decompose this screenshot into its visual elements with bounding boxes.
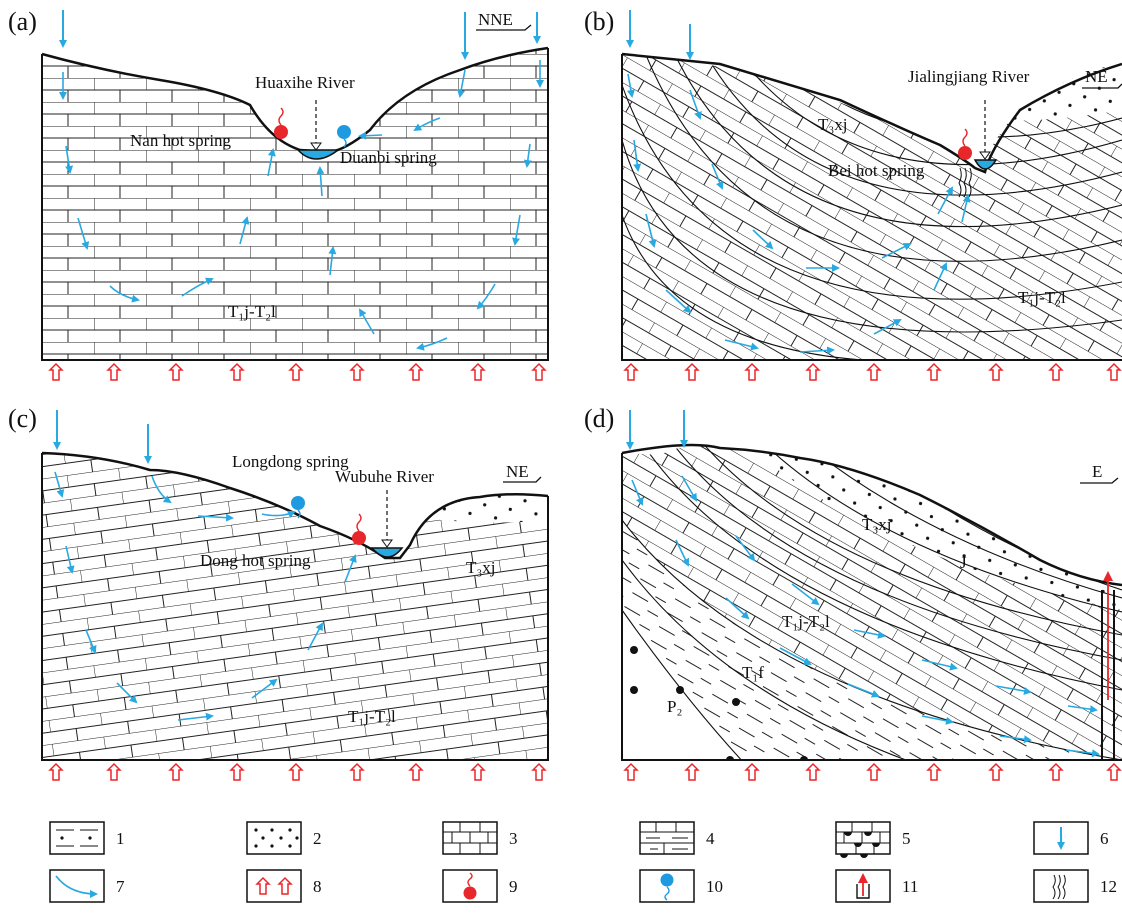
legend-number-10: 10	[706, 877, 723, 896]
panel-d-recharge-arrows	[626, 410, 688, 450]
panel-a-recharge-arrows	[59, 10, 541, 60]
legend-item-7: 7	[49, 869, 125, 903]
panel-b-upper-strata-label: T₃xj	[818, 115, 848, 134]
legend-item-1: 1	[49, 821, 125, 855]
panel-c-direction: NE	[506, 462, 529, 481]
panel-b: (b) NE Jialingjiang River Bei hot spring…	[584, 7, 1122, 381]
legend-item-9: 9	[442, 869, 518, 903]
panel-c-recharge-arrows	[53, 410, 152, 464]
legend-number-3: 3	[509, 829, 518, 848]
bei-hot-spring-label: Bei hot spring	[828, 161, 925, 180]
sandy-mudstone-icon	[49, 821, 105, 855]
panel-c-heat-flow-arrows	[48, 762, 547, 781]
panel-d-upper-strata-label: T₃xj	[862, 515, 892, 534]
legend-number-4: 4	[706, 829, 715, 848]
dong-hot-spring-label: Dong hot spring	[200, 551, 311, 570]
legend-number-1: 1	[116, 829, 125, 848]
longdong-spring-symbol	[291, 496, 305, 510]
geothermal-well	[1101, 571, 1115, 760]
panel-d: (d) E J T₃xj T₁j-T₂l T₁f P₂	[584, 404, 1122, 781]
legend-number-5: 5	[902, 829, 911, 848]
panel-c-river-water	[370, 547, 404, 558]
panel-d-flow-arrows	[631, 475, 1100, 758]
nan-hot-spring-symbol	[274, 125, 288, 139]
legend-number-8: 8	[313, 877, 322, 896]
panel-b-direction: NE	[1085, 67, 1108, 86]
huaxihe-river-label: Huaxihe River	[255, 73, 355, 92]
duanbi-spring-label: Duanbi spring	[340, 148, 437, 167]
panel-b-flow-arrows	[626, 73, 971, 355]
panel-a-heat-flow-arrows	[48, 362, 547, 381]
legend-number-6: 6	[1100, 829, 1109, 848]
legend-item-5: 5	[835, 821, 911, 858]
legend-item-10: 10	[639, 869, 723, 903]
longdong-spring-label: Longdong spring	[232, 452, 349, 471]
nan-hot-spring-label: Nan hot spring	[130, 131, 232, 150]
panel-a-river-water	[296, 149, 341, 160]
panel-a-direction: NNE	[478, 10, 513, 29]
panel-c-letter: (c)	[8, 404, 37, 433]
panel-c-topography	[41, 451, 549, 560]
jialingjiang-river-label: Jialingjiang River	[908, 67, 1030, 86]
panel-b-heat-flow-arrows	[623, 362, 1122, 381]
legend-item-8: 8	[246, 869, 322, 903]
panel-c-upper-strata-label: T₃xj	[466, 558, 496, 577]
heat-flow-icon	[246, 869, 302, 903]
panel-b-letter: (b)	[584, 7, 614, 36]
panel-b-recharge-arrows	[626, 10, 694, 60]
legend-item-4: 4	[639, 821, 715, 855]
fracture-zone-icon	[1033, 869, 1089, 903]
panel-d-strata-label: T₁j-T₂l	[782, 612, 830, 631]
legend-number-9: 9	[509, 877, 518, 896]
legend-item-6: 6	[1033, 821, 1109, 855]
panel-b-fracture-zone	[958, 167, 972, 198]
legend-item-2: 2	[246, 821, 322, 855]
panel-c: (c) NE Wubuhe River Longdong spring Dong…	[8, 404, 549, 781]
panel-c-flow-arrows	[54, 471, 357, 721]
legend-number-2: 2	[313, 829, 322, 848]
panel-a-flow-arrows	[59, 60, 544, 351]
legend-number-7: 7	[116, 877, 125, 896]
panel-a-strata-label: T₁j-T₂l	[228, 302, 276, 321]
panel-b-topography	[621, 52, 1122, 174]
wubuhe-river-label: Wubuhe River	[335, 467, 434, 486]
panel-d-permian-label: P₂	[667, 697, 682, 716]
bei-hot-spring-symbol	[958, 146, 972, 160]
panel-d-topography	[621, 443, 1122, 587]
legend-item-12: 12	[1033, 869, 1117, 903]
panel-d-chert-nodules	[630, 646, 808, 760]
sandstone-icon	[246, 821, 302, 855]
legend-item-3: 3	[442, 821, 518, 855]
panel-d-direction: E	[1092, 462, 1102, 481]
panel-d-heat-flow-arrows	[623, 762, 1122, 781]
panel-a-letter: (a)	[8, 7, 37, 36]
chert-limestone-icon	[835, 821, 891, 855]
panel-b-river-water	[973, 159, 998, 170]
panel-d-feixianguan-label: T₁f	[742, 663, 764, 682]
legend-number-12: 12	[1100, 877, 1117, 896]
panel-c-strata-label: T₁j-T₂l	[348, 707, 396, 726]
dong-hot-spring-symbol	[352, 531, 366, 545]
groundwater-flow-icon	[49, 869, 105, 903]
panel-d-letter: (d)	[584, 404, 614, 433]
panel-d-jurassic-label: J	[960, 553, 967, 572]
panel-b-strata-label: T₁j-T₂l	[1018, 288, 1066, 307]
legend-number-11: 11	[902, 877, 918, 896]
duanbi-spring-symbol	[337, 125, 351, 139]
legend: 1 2 3 4 5 6 7	[49, 821, 1117, 903]
panel-a: (a) NNE Huaxihe River Nan hot spring Dua…	[8, 7, 549, 381]
legend-item-11: 11	[835, 869, 918, 903]
